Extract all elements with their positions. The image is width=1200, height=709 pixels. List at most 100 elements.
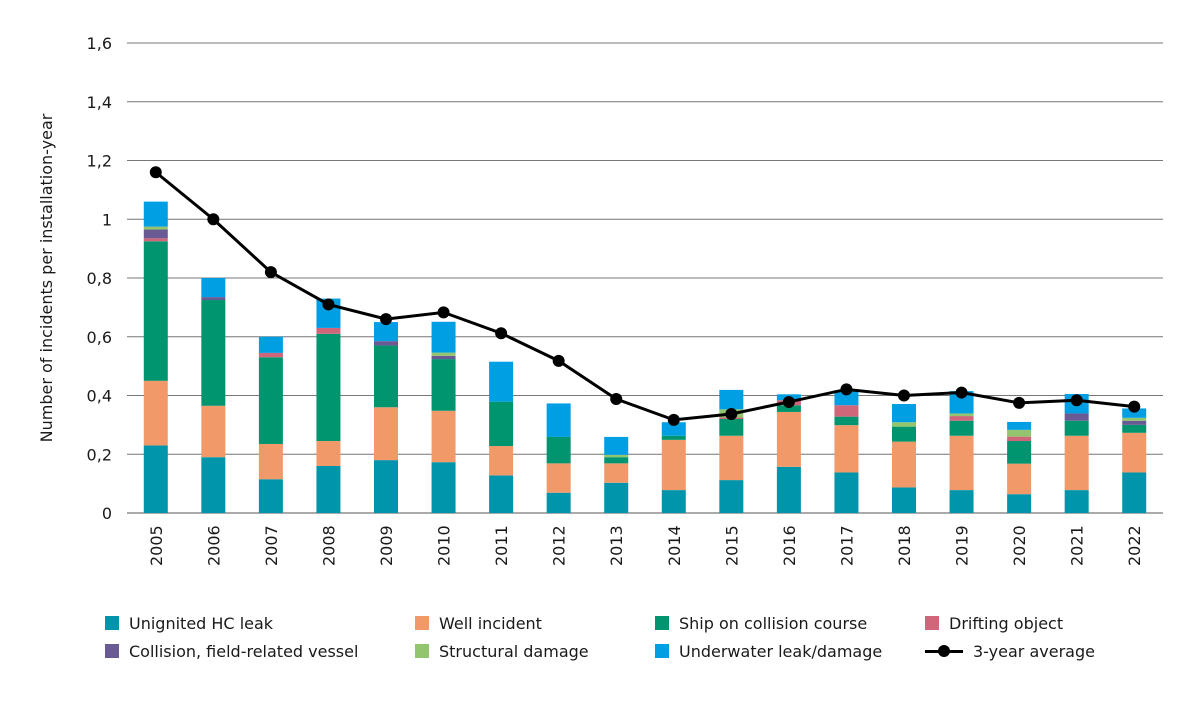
average-point bbox=[782, 395, 795, 408]
bar-segment bbox=[661, 490, 686, 513]
bar-segment bbox=[834, 390, 859, 406]
bar-segment bbox=[258, 336, 283, 353]
bar-segment bbox=[949, 391, 974, 414]
bar-segment bbox=[1007, 421, 1032, 430]
bar-segment bbox=[374, 322, 398, 342]
bar-segment bbox=[1007, 429, 1032, 437]
bar-segment bbox=[892, 422, 916, 427]
bar-segment bbox=[431, 355, 456, 360]
bar-segment bbox=[892, 487, 916, 513]
average-point bbox=[264, 266, 277, 279]
bar-segment bbox=[719, 389, 744, 410]
y-tick-label: 1,6 bbox=[87, 34, 112, 53]
y-tick-label: 0,2 bbox=[87, 445, 112, 464]
legend-label: Collision, field-related vessel bbox=[129, 641, 359, 661]
average-point bbox=[610, 393, 623, 406]
legend-item: Unignited HC leak bbox=[105, 612, 415, 634]
bar-segment bbox=[374, 407, 398, 461]
bar-segment bbox=[604, 457, 629, 464]
y-tick-label: 1,4 bbox=[87, 93, 112, 112]
average-point bbox=[380, 313, 392, 326]
bar-segment bbox=[258, 357, 283, 444]
legend-label: Well incident bbox=[439, 613, 542, 633]
legend: Unignited HC leak Well incident Ship on co… bbox=[105, 612, 1165, 662]
bar-segment bbox=[949, 490, 974, 513]
y-tick-label: 0,4 bbox=[87, 387, 112, 406]
legend-label: Structural damage bbox=[439, 641, 589, 661]
x-tick-label: 2007 bbox=[262, 525, 281, 566]
bar-segment bbox=[892, 426, 916, 442]
y-tick-label: 1 bbox=[102, 210, 112, 229]
legend-label: Unignited HC leak bbox=[129, 613, 274, 633]
y-tick-label: 0,8 bbox=[87, 269, 112, 288]
x-tick-label: 2005 bbox=[147, 525, 166, 566]
bar-segment bbox=[1122, 432, 1147, 473]
average-point bbox=[955, 386, 968, 399]
bar-segment bbox=[1064, 413, 1089, 421]
bar-segment bbox=[1122, 420, 1147, 425]
bar-segment bbox=[834, 416, 859, 426]
average-point bbox=[149, 166, 162, 179]
bar-segment bbox=[489, 446, 514, 476]
bar-segment bbox=[258, 352, 283, 358]
y-tick-label: 1,2 bbox=[87, 152, 112, 171]
bar-segment bbox=[143, 380, 168, 446]
x-tick-label: 2020 bbox=[1010, 525, 1029, 566]
bar-segment bbox=[143, 226, 168, 230]
y-tick-label: 0,6 bbox=[87, 328, 112, 347]
bar-segment bbox=[834, 472, 859, 513]
bar-segment bbox=[1007, 436, 1032, 442]
legend-line-marker bbox=[925, 644, 963, 657]
average-point bbox=[667, 413, 680, 426]
bar-segment bbox=[201, 278, 226, 298]
x-tick-label: 2014 bbox=[665, 525, 684, 566]
bar-segment bbox=[489, 475, 514, 513]
bar-segment bbox=[201, 300, 226, 406]
bar-segment bbox=[892, 404, 916, 423]
average-point bbox=[322, 298, 335, 311]
bar-segment bbox=[661, 422, 686, 436]
bar-segment bbox=[1064, 420, 1089, 436]
average-point bbox=[840, 383, 853, 396]
bar-segment bbox=[1122, 417, 1147, 421]
bar-segment bbox=[201, 405, 226, 458]
bar-segment bbox=[316, 466, 341, 513]
average-point bbox=[1128, 400, 1141, 413]
y-axis-label: Number of incidents per installation-yea… bbox=[37, 113, 56, 442]
legend-swatch bbox=[105, 616, 119, 630]
bar-segment bbox=[258, 443, 283, 480]
bar-segment bbox=[431, 410, 456, 463]
x-tick-label: 2012 bbox=[550, 525, 569, 566]
average-point bbox=[1070, 394, 1083, 407]
average-point bbox=[552, 354, 565, 367]
bar-segment bbox=[776, 466, 801, 513]
legend-swatch bbox=[655, 644, 669, 658]
bar-segment bbox=[1064, 435, 1089, 491]
bar-segment bbox=[776, 411, 801, 467]
y-tick-label: 0 bbox=[102, 504, 112, 523]
bar-segment bbox=[949, 413, 974, 417]
bar-segment bbox=[143, 229, 168, 239]
x-tick-label: 2009 bbox=[377, 525, 396, 566]
bar-segment bbox=[374, 460, 398, 513]
bar-segment bbox=[316, 333, 341, 442]
legend-item: Drifting object bbox=[925, 612, 1165, 634]
chart-plot: 2005 2006 2007 2008 2009 2010 2011 2012 2013 2014… bbox=[37, 34, 1163, 566]
bar-segment bbox=[546, 403, 571, 437]
bar-segment bbox=[374, 341, 398, 346]
x-tick-label: 2019 bbox=[953, 525, 972, 566]
x-tick-label: 2022 bbox=[1125, 525, 1144, 566]
bar-segment bbox=[1007, 441, 1032, 464]
legend-label: Underwater leak/damage bbox=[679, 641, 883, 661]
bar-segment bbox=[719, 419, 744, 436]
bar-segment bbox=[546, 436, 571, 464]
average-point bbox=[1013, 396, 1026, 409]
bar-segment bbox=[834, 405, 859, 417]
bar-segment bbox=[1122, 408, 1147, 418]
legend-item: Collision, field-related vessel bbox=[105, 640, 415, 662]
bar-segment bbox=[316, 327, 341, 334]
bar-segment bbox=[604, 436, 629, 455]
bar-segment bbox=[489, 361, 514, 402]
bar-segment bbox=[258, 479, 283, 513]
average-point bbox=[207, 213, 220, 226]
